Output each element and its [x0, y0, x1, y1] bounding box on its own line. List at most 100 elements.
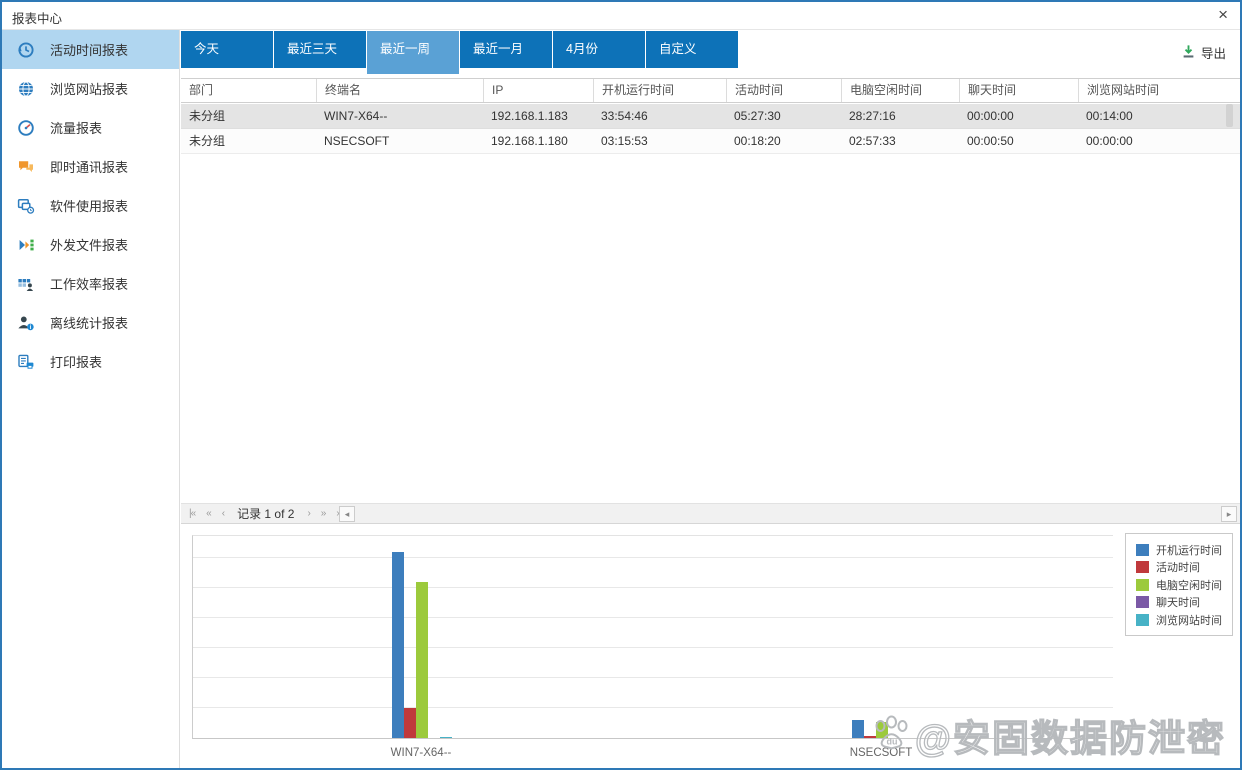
gauge-icon — [17, 119, 37, 137]
table-cell: 00:00:00 — [967, 109, 1014, 123]
pagination-next-button[interactable]: › — [307, 508, 311, 519]
legend-item: 活动时间 — [1136, 559, 1226, 577]
table-cell: 00:00:00 — [1086, 134, 1133, 148]
sidebar-item-work-efficiency[interactable]: 工作效率报表 — [2, 264, 179, 303]
legend-swatch-icon — [1136, 543, 1149, 556]
gridline — [193, 617, 1113, 618]
table-cell: 02:57:33 — [849, 134, 896, 148]
x-axis-label: WIN7-X64-- — [390, 747, 452, 759]
legend-item: 浏览网站时间 — [1136, 611, 1226, 629]
export-icon — [1181, 44, 1196, 62]
column-header[interactable]: IP — [483, 79, 593, 102]
sidebar-item-instant-messaging[interactable]: 即时通讯报表 — [2, 147, 179, 186]
svg-text:i: i — [30, 325, 32, 331]
gridline — [193, 707, 1113, 708]
sidebar-item-print[interactable]: 打印报表 — [2, 342, 179, 381]
table-row[interactable]: 未分组 WIN7-X64-- 192.168.1.183 33:54:46 05:27:… — [181, 104, 1240, 129]
chart-plot-area — [192, 535, 1113, 739]
table-header: 部门 终端名 IP 开机运行时间 活动时间 电脑空闲时间 聊天时间 浏览网站时间 — [181, 78, 1240, 103]
tab-today[interactable]: 今天 — [181, 31, 273, 68]
sidebar-item-label: 流量报表 — [50, 121, 103, 136]
sidebar-item-label: 打印报表 — [50, 355, 103, 370]
table-cell: WIN7-X64-- — [324, 109, 388, 123]
column-header[interactable]: 浏览网站时间 — [1078, 79, 1240, 102]
vertical-scrollbar-thumb[interactable] — [1226, 104, 1233, 127]
sidebar-item-label: 外发文件报表 — [50, 238, 129, 253]
chart-bar — [416, 582, 428, 738]
chart-legend: 开机运行时间活动时间 电脑空闲时间聊天时间浏览网站时间 — [1125, 533, 1233, 636]
sidebar-item-software-usage[interactable]: 软件使用报表 — [2, 186, 179, 225]
legend-swatch-icon — [1136, 578, 1149, 591]
sidebar-item-activity-time[interactable]: 活动时间报表 — [2, 30, 179, 69]
scroll-left-button[interactable]: ◂ — [339, 506, 355, 522]
tab-last-month[interactable]: 最近一月 — [460, 31, 552, 68]
title-bar: 报表中心 × — [2, 2, 1240, 30]
legend-swatch-icon — [1136, 596, 1149, 609]
legend-item: 电脑空闲时间 — [1136, 576, 1226, 594]
tab-custom[interactable]: 自定义 — [646, 31, 738, 68]
column-header[interactable]: 电脑空闲时间 — [841, 79, 959, 102]
date-range-tabs: 今天 最近三天 最近一周 最近一月 4月份 自定义 — [181, 31, 739, 77]
legend-swatch-icon — [1136, 561, 1149, 574]
table-cell: NSECSOFT — [324, 134, 390, 148]
column-header[interactable]: 开机运行时间 — [593, 79, 726, 102]
paw-icon: du — [871, 715, 913, 756]
globe-icon — [17, 80, 37, 98]
tab-april[interactable]: 4月份 — [553, 31, 645, 68]
gridline — [193, 587, 1113, 588]
legend-item: 聊天时间 — [1136, 594, 1226, 612]
sidebar-item-outgoing-files[interactable]: 外发文件报表 — [2, 225, 179, 264]
table-cell: 未分组 — [189, 109, 226, 123]
x-axis-label: NSECSOFT — [849, 747, 913, 759]
table-body: 未分组 WIN7-X64-- 192.168.1.183 33:54:46 05:27:… — [181, 104, 1240, 154]
legend-label: 聊天时间 — [1156, 597, 1200, 610]
outgoing-files-icon — [17, 236, 37, 254]
scroll-right-button[interactable]: ▸ — [1221, 506, 1237, 522]
export-button[interactable]: 导出 — [1181, 43, 1226, 62]
chat-icon — [17, 158, 37, 176]
pagination-bar: |« « ‹ 记录 1 of 2 › » »| ◂ ▸ — [181, 503, 1240, 524]
clock-history-icon — [17, 41, 37, 59]
legend-swatch-icon — [1136, 613, 1149, 626]
pagination-first-button[interactable]: |« — [189, 508, 196, 519]
pagination-prev-button[interactable]: ‹ — [221, 508, 226, 519]
sidebar-item-offline-stats[interactable]: i 离线统计报表 — [2, 303, 179, 342]
pagination-record-text: 记录 1 of 2 — [237, 507, 295, 521]
sidebar-item-traffic[interactable]: 流量报表 — [2, 108, 179, 147]
gridline — [193, 677, 1113, 678]
chart-bar — [440, 737, 452, 738]
export-label: 导出 — [1200, 47, 1226, 61]
sidebar-item-label: 即时通讯报表 — [50, 160, 129, 175]
column-header[interactable]: 终端名 — [316, 79, 483, 102]
column-header[interactable]: 部门 — [189, 83, 214, 97]
legend-item: 开机运行时间 — [1136, 541, 1226, 559]
pagination-next-page-button[interactable]: » — [320, 508, 326, 519]
legend-label: 浏览网站时间 — [1156, 614, 1222, 627]
gridline — [193, 647, 1113, 648]
sidebar-item-label: 工作效率报表 — [50, 277, 129, 292]
column-header[interactable]: 活动时间 — [726, 79, 841, 102]
sidebar-item-label: 浏览网站报表 — [50, 82, 129, 97]
table-row[interactable]: 未分组 NSECSOFT 192.168.1.180 03:15:53 00:18:20… — [181, 129, 1240, 154]
offline-stats-icon: i — [17, 314, 37, 332]
main-panel: 今天 最近三天 最近一周 最近一月 4月份 自定义 导出 部门 终端名 IP 开机运行时间 活动时… — [181, 30, 1240, 768]
table-cell: 未分组 — [189, 134, 226, 148]
tab-last-week[interactable]: 最近一周 — [367, 31, 459, 74]
tab-last-3-days[interactable]: 最近三天 — [274, 31, 366, 68]
close-icon[interactable]: × — [1218, 5, 1228, 24]
table-cell: 192.168.1.180 — [491, 134, 568, 148]
chart-bar — [864, 736, 876, 738]
sidebar-item-web-browsing[interactable]: 浏览网站报表 — [2, 69, 179, 108]
chart-x-axis: WIN7-X64-- NSECSOFT — [192, 747, 1113, 763]
table-cell: 00:14:00 — [1086, 109, 1133, 123]
legend-label: 活动时间 — [1156, 562, 1200, 575]
activity-time-chart: WIN7-X64-- NSECSOFT 开机运行时间活动时间 电脑空闲时间聊天时间浏… — [181, 525, 1240, 768]
table-cell: 03:15:53 — [601, 134, 648, 148]
table-cell: 28:27:16 — [849, 109, 896, 123]
column-header[interactable]: 聊天时间 — [959, 79, 1078, 102]
printer-icon — [17, 353, 37, 371]
pagination-prev-page-button[interactable]: « — [206, 508, 211, 519]
chart-bar — [404, 708, 416, 738]
sidebar: 活动时间报表浏览网站报表 流量报表即时通讯报表软件使用报表外发文件报表 工作效率报表… — [2, 30, 180, 768]
